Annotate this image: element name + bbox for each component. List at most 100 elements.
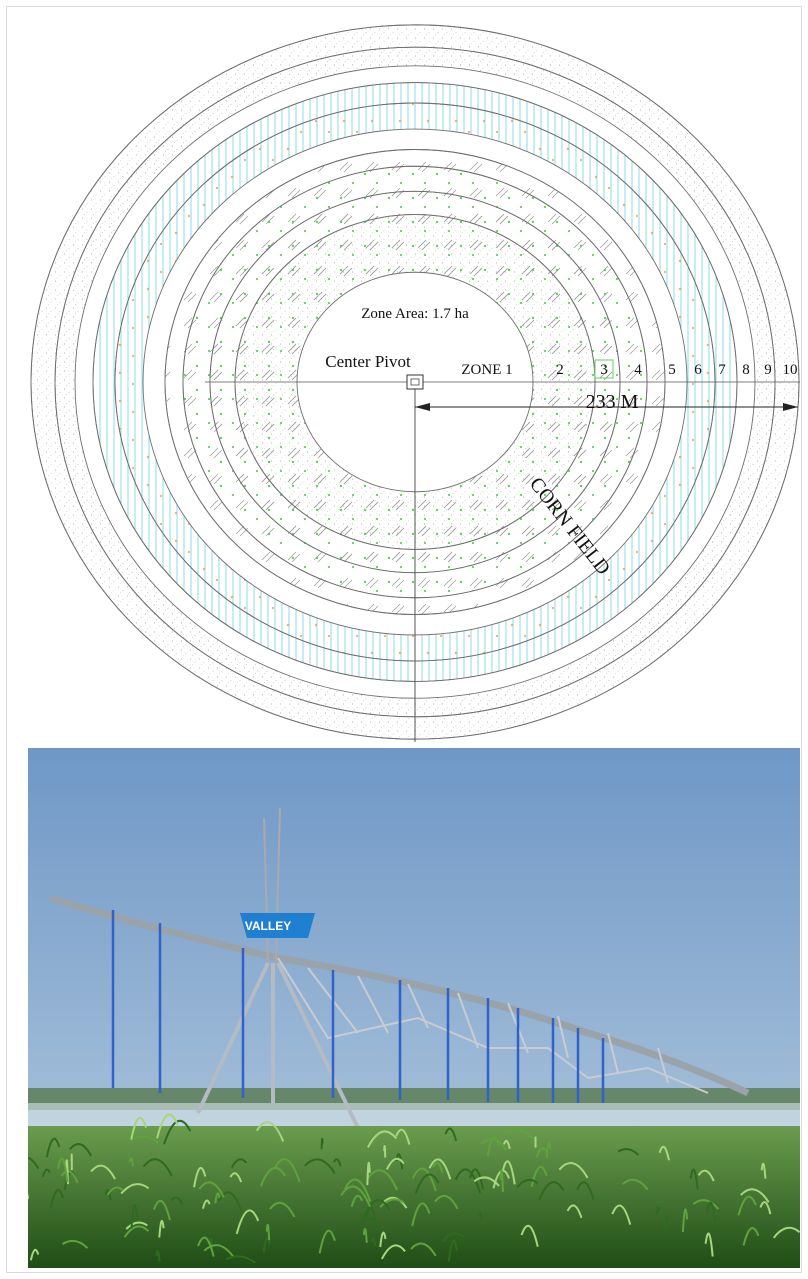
corn-leaf — [410, 1242, 437, 1257]
corn-leaf — [69, 1143, 92, 1157]
corn-leaf — [229, 1172, 243, 1183]
corn-leaves — [28, 1113, 800, 1264]
corn-leaf — [130, 1204, 138, 1229]
corn-leaf — [441, 1232, 464, 1243]
pivot-photo: VALLEY — [28, 748, 800, 1268]
corn-leaf — [218, 1191, 243, 1212]
corn-leaf — [340, 1185, 371, 1208]
corn-leaf — [692, 1199, 720, 1210]
corn-leaf — [153, 1199, 171, 1221]
corn-leaf — [57, 1157, 69, 1183]
corn-leaf — [772, 1226, 800, 1239]
corn-leaf — [366, 1161, 371, 1186]
corn-leaf — [197, 1236, 215, 1257]
pivot-tower — [196, 962, 360, 1129]
corn-leaf — [155, 1250, 161, 1262]
corn-leaf — [434, 1194, 459, 1210]
corn-leaf — [501, 1160, 516, 1185]
corn-leaf — [235, 1209, 260, 1235]
zone-area-label: Zone Area: 1.7 ha — [361, 306, 469, 322]
corn-leaf — [697, 1169, 715, 1182]
corn-leaf — [158, 1219, 165, 1238]
corn-leaf — [454, 1168, 482, 1194]
corn-leaf — [60, 1170, 79, 1183]
corn-leaf — [28, 1156, 40, 1170]
corn-leaf — [259, 1166, 286, 1187]
corn-leaf — [163, 1119, 192, 1145]
center-pivot-inner — [410, 378, 420, 386]
zone-label-7: 7 — [718, 362, 726, 378]
corn-leaf — [366, 1130, 398, 1148]
corn-leaf — [658, 1145, 670, 1161]
corn-leaf — [611, 1204, 632, 1225]
corn-leaf — [520, 1224, 539, 1247]
corn-leaf — [333, 1158, 342, 1167]
corn-leaf — [125, 1221, 148, 1230]
corn-leaf — [343, 1178, 372, 1202]
zone-label-4: 4 — [634, 362, 642, 378]
corn-leaf — [432, 1161, 444, 1174]
corn-leaf — [123, 1225, 150, 1238]
corn-leaf — [444, 1127, 458, 1142]
dimension-arrow-left — [415, 403, 430, 411]
corn-leaf — [737, 1195, 757, 1216]
corn-leaf — [664, 1214, 669, 1231]
corn-leaf — [566, 1204, 583, 1219]
corn-leaf — [104, 1189, 112, 1201]
corn-leaf — [230, 1158, 248, 1169]
corn-leaf — [447, 1239, 458, 1262]
corn-leaf — [473, 1176, 500, 1187]
corn-leaf — [412, 1167, 437, 1191]
corn-leaf — [41, 1168, 51, 1178]
zone-label-5: 5 — [668, 362, 676, 378]
corn-leaf — [379, 1231, 387, 1248]
zone-label-8: 8 — [742, 362, 750, 378]
center-pivot-label: Center Pivot — [325, 352, 411, 371]
corn-leaf — [479, 1211, 482, 1221]
radius-label: 233 M — [586, 391, 639, 413]
corn-leaf — [365, 1206, 378, 1231]
corn-leaf — [320, 1138, 324, 1150]
corn-leaf — [530, 1165, 548, 1188]
corn-leaf — [545, 1142, 552, 1158]
center-pivot-marker — [406, 374, 424, 390]
corn-leaf — [502, 1139, 511, 1150]
corn-leaf — [273, 1158, 301, 1183]
corn-leaf — [428, 1158, 452, 1180]
corn-leaf — [617, 1148, 640, 1156]
corn-leaf — [379, 1198, 405, 1208]
corn-leaf — [106, 1186, 124, 1196]
figure-frame — [6, 6, 802, 1273]
corn-leaf — [225, 1255, 256, 1264]
zone-label-2: 2 — [556, 362, 564, 378]
corn-leaf — [318, 1229, 336, 1254]
corn-leaf — [142, 1158, 173, 1177]
drop-hoses — [111, 910, 605, 1103]
corn-leaf — [760, 1162, 767, 1179]
zone-label-6: 6 — [694, 362, 702, 378]
corn-leaf — [704, 1232, 714, 1257]
zone-number-labels: ZONE 1 2 3 4 5 6 7 8 9 10 — [461, 362, 797, 378]
corn-leaf — [480, 1137, 508, 1151]
corn-leaf — [558, 1162, 589, 1179]
corn-leaf — [170, 1196, 184, 1205]
corn-leaf — [366, 1169, 398, 1191]
zone-label-10: 10 — [783, 362, 798, 378]
corn-leaf — [535, 1147, 549, 1158]
corn-leaf — [411, 1202, 431, 1227]
corn-leaf — [759, 1201, 772, 1215]
pivot-zone-diagram: Zone Area: 1.7 ha Center Pivot ZONE 1 2 … — [30, 24, 800, 742]
corn-leaf — [383, 1145, 387, 1158]
corn-leaf — [350, 1194, 363, 1208]
corn-leaf — [120, 1183, 150, 1195]
corn-field — [28, 1126, 800, 1268]
corn-leaf — [362, 1227, 368, 1243]
corn-leaf — [255, 1121, 285, 1142]
corn-leaf — [469, 1168, 485, 1190]
corn-leaf — [269, 1201, 296, 1218]
antenna — [263, 817, 269, 964]
corn-leaf — [214, 1192, 221, 1204]
zone-label-1: ZONE 1 — [461, 362, 512, 378]
corn-leaf — [130, 1116, 147, 1140]
valley-sign — [240, 913, 315, 938]
